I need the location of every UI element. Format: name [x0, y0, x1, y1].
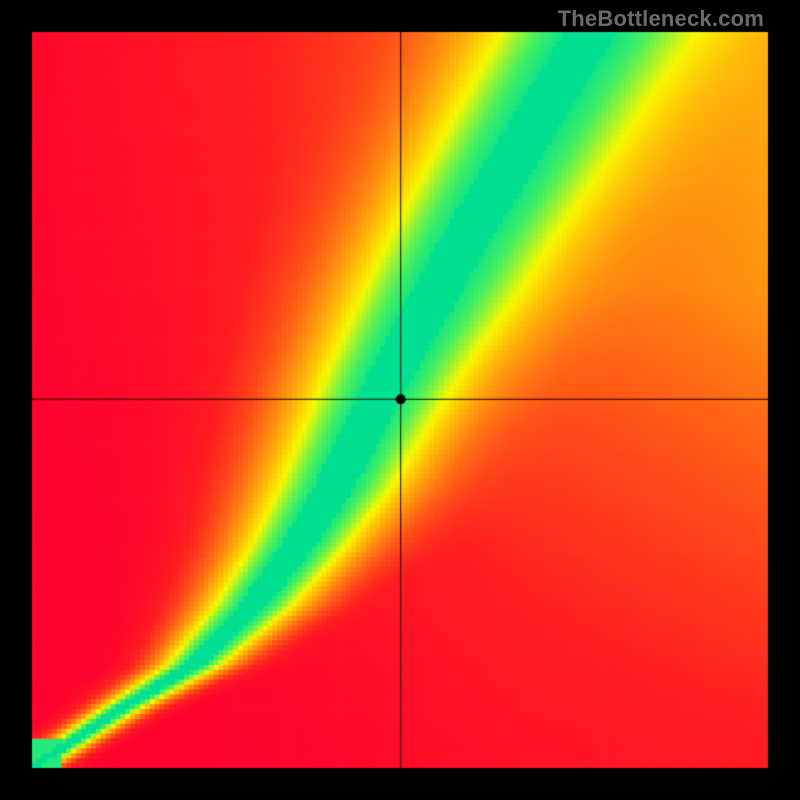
heatmap-canvas — [0, 0, 800, 800]
chart-frame: TheBottleneck.com — [0, 0, 800, 800]
watermark-text: TheBottleneck.com — [558, 6, 764, 32]
